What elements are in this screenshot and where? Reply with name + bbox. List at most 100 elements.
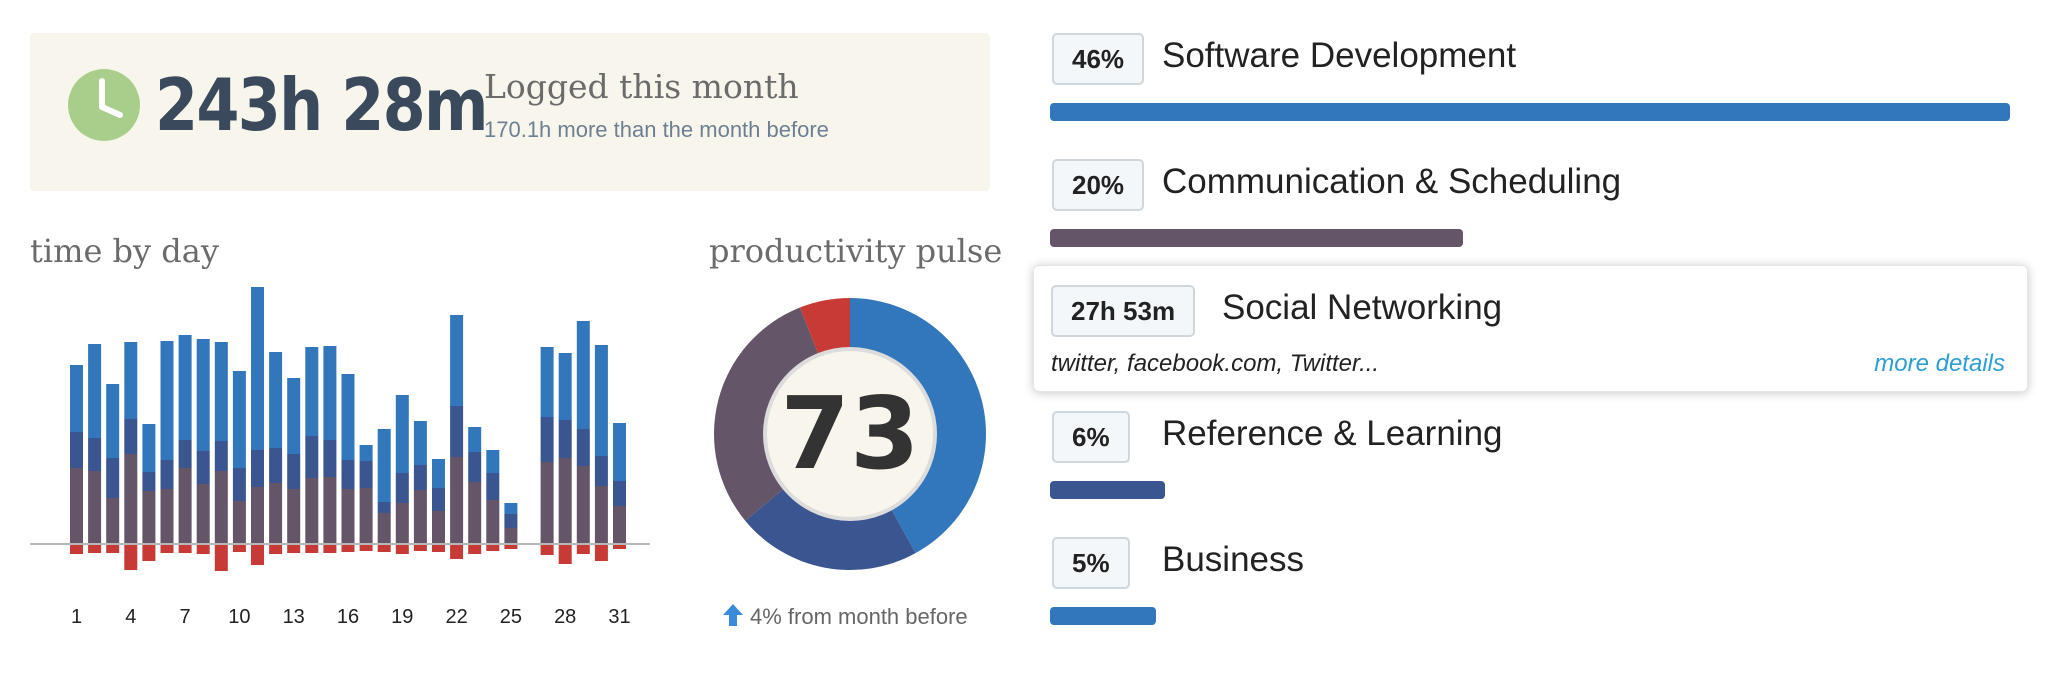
day-bar-segment[interactable]	[359, 445, 373, 461]
day-bar-segment[interactable]	[486, 450, 500, 473]
day-bar-segment[interactable]	[214, 342, 228, 441]
day-bar-distracting[interactable]	[88, 544, 102, 553]
day-bar-segment[interactable]	[323, 440, 337, 477]
day-bar-segment[interactable]	[558, 353, 572, 420]
day-bar-segment[interactable]	[178, 468, 192, 544]
day-bar-distracting[interactable]	[558, 544, 572, 564]
day-bar-segment[interactable]	[395, 503, 409, 544]
day-bar-segment[interactable]	[468, 482, 482, 544]
day-bar-distracting[interactable]	[432, 544, 445, 552]
day-bar-segment[interactable]	[576, 429, 590, 466]
day-bar-segment[interactable]	[287, 378, 301, 454]
day-bar-distracting[interactable]	[468, 544, 482, 554]
day-bar-segment[interactable]	[395, 395, 409, 473]
day-bar-segment[interactable]	[251, 450, 264, 487]
day-bar-distracting[interactable]	[70, 544, 83, 554]
day-bar-distracting[interactable]	[251, 544, 264, 565]
day-bar-segment[interactable]	[432, 459, 445, 488]
day-bar-segment[interactable]	[341, 374, 355, 460]
day-bar-segment[interactable]	[450, 457, 464, 544]
day-bar-segment[interactable]	[88, 344, 102, 438]
day-bar-segment[interactable]	[160, 341, 174, 460]
day-bar-segment[interactable]	[106, 384, 120, 458]
day-bar-segment[interactable]	[594, 486, 608, 544]
day-bar-segment[interactable]	[413, 421, 427, 465]
day-bar-distracting[interactable]	[359, 544, 373, 551]
day-bar-segment[interactable]	[613, 481, 626, 506]
day-bar-segment[interactable]	[558, 420, 572, 458]
day-bar-distracting[interactable]	[413, 544, 427, 551]
day-bar-segment[interactable]	[196, 339, 210, 451]
day-bar-segment[interactable]	[142, 472, 156, 491]
day-bar-segment[interactable]	[504, 514, 518, 528]
day-bar-distracting[interactable]	[214, 544, 228, 571]
day-bar-segment[interactable]	[160, 460, 174, 489]
day-bar-segment[interactable]	[432, 511, 445, 544]
day-bar-segment[interactable]	[70, 365, 83, 432]
day-bar-distracting[interactable]	[232, 544, 246, 552]
day-bar-distracting[interactable]	[341, 544, 355, 552]
day-bar-segment[interactable]	[196, 451, 210, 484]
day-bar-segment[interactable]	[70, 432, 83, 468]
day-bar-distracting[interactable]	[576, 544, 590, 554]
day-bar-segment[interactable]	[124, 342, 138, 419]
day-bar-segment[interactable]	[88, 471, 102, 544]
social-networking-card[interactable]: 27h 53m Social Networking twitter, faceb…	[1033, 265, 2028, 392]
day-bar-segment[interactable]	[540, 462, 554, 544]
day-bar-segment[interactable]	[214, 441, 228, 471]
day-bar-segment[interactable]	[232, 501, 246, 544]
day-bar-segment[interactable]	[377, 513, 391, 544]
day-bar-segment[interactable]	[540, 417, 554, 462]
day-bar-segment[interactable]	[594, 345, 608, 456]
day-bar-segment[interactable]	[196, 484, 210, 544]
day-bar-segment[interactable]	[576, 466, 590, 544]
day-bar-distracting[interactable]	[450, 544, 464, 559]
day-bar-distracting[interactable]	[196, 544, 210, 554]
day-bar-segment[interactable]	[486, 473, 500, 500]
day-bar-segment[interactable]	[305, 436, 319, 478]
day-bar-distracting[interactable]	[269, 544, 283, 554]
day-bar-segment[interactable]	[450, 315, 464, 406]
day-bar-segment[interactable]	[594, 456, 608, 486]
day-bar-segment[interactable]	[413, 465, 427, 490]
day-bar-distracting[interactable]	[178, 544, 192, 553]
day-bar-segment[interactable]	[613, 506, 626, 544]
day-bar-segment[interactable]	[395, 473, 409, 503]
day-bar-segment[interactable]	[287, 489, 301, 544]
day-bar-distracting[interactable]	[504, 544, 518, 549]
day-bar-segment[interactable]	[251, 487, 264, 544]
day-bar-segment[interactable]	[359, 488, 373, 544]
day-bar-segment[interactable]	[359, 461, 373, 488]
day-bar-segment[interactable]	[232, 468, 246, 501]
day-bar-distracting[interactable]	[540, 544, 554, 555]
day-bar-segment[interactable]	[558, 458, 572, 544]
day-bar-segment[interactable]	[432, 488, 445, 511]
day-bar-distracting[interactable]	[160, 544, 174, 553]
day-bar-segment[interactable]	[287, 454, 301, 489]
day-bar-segment[interactable]	[160, 489, 174, 544]
day-bar-segment[interactable]	[468, 427, 482, 452]
day-bar-segment[interactable]	[450, 406, 464, 457]
day-bar-distracting[interactable]	[124, 544, 138, 570]
day-bar-distracting[interactable]	[613, 544, 626, 549]
day-bar-segment[interactable]	[377, 502, 391, 513]
day-bar-segment[interactable]	[178, 335, 192, 440]
day-bar-segment[interactable]	[613, 423, 626, 481]
day-bar-segment[interactable]	[269, 352, 283, 448]
day-bar-segment[interactable]	[305, 478, 319, 544]
day-bar-segment[interactable]	[540, 347, 554, 417]
day-bar-distracting[interactable]	[106, 544, 120, 553]
day-bar-segment[interactable]	[251, 287, 264, 450]
day-bar-segment[interactable]	[341, 489, 355, 544]
day-bar-distracting[interactable]	[594, 544, 608, 561]
day-bar-segment[interactable]	[178, 440, 192, 468]
day-bar-segment[interactable]	[106, 498, 120, 544]
day-bar-segment[interactable]	[124, 454, 138, 544]
day-bar-segment[interactable]	[413, 490, 427, 544]
day-bar-segment[interactable]	[504, 503, 518, 514]
day-bar-segment[interactable]	[305, 347, 319, 436]
day-bar-segment[interactable]	[323, 346, 337, 440]
day-bar-segment[interactable]	[468, 452, 482, 482]
day-bar-segment[interactable]	[142, 491, 156, 544]
day-bar-segment[interactable]	[142, 424, 156, 472]
